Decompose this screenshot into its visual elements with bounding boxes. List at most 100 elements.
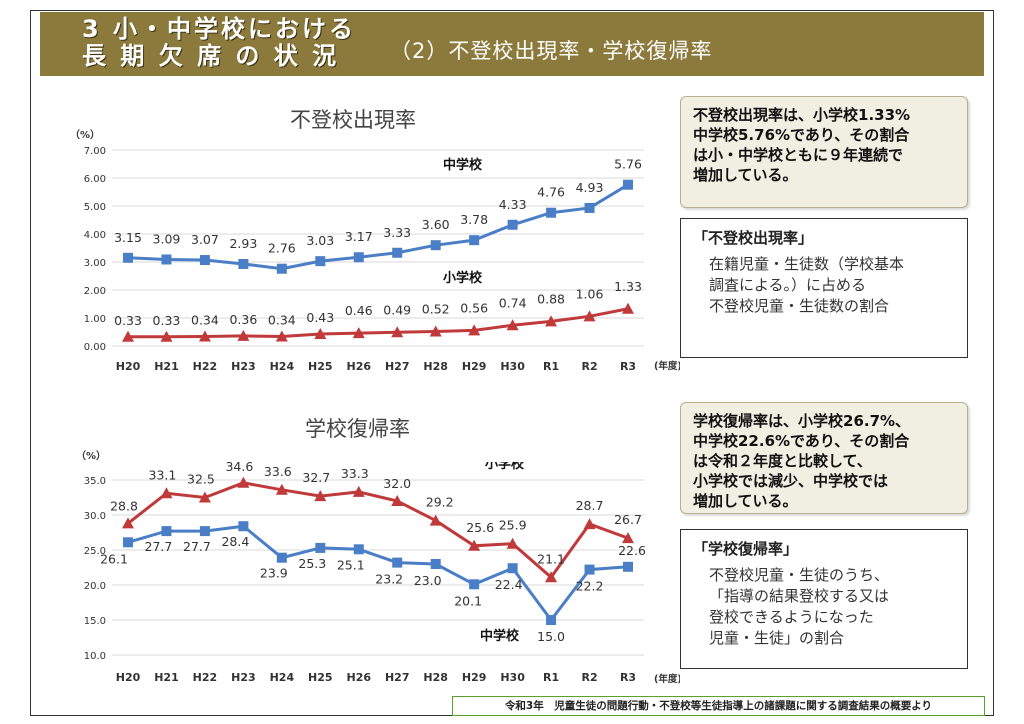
x-tick-label: H30 — [500, 671, 525, 684]
definition-title: 「不登校出現率」 — [693, 229, 814, 247]
data-label: 2.93 — [229, 236, 257, 251]
definition-body: 不登校児童・生徒のうち、 「指導の結果登校する又は 登校できるようになった 児童… — [709, 566, 890, 647]
data-label: 28.8 — [110, 498, 138, 513]
data-point — [352, 485, 365, 497]
data-point — [315, 256, 326, 267]
chart1-title: 不登校出現率 — [290, 108, 416, 132]
data-label: 32.7 — [302, 470, 330, 485]
data-label: 2.76 — [268, 241, 296, 256]
data-point — [353, 252, 364, 263]
data-label: 22.4 — [495, 577, 523, 592]
note-appearance-rate: 不登校出現率は、小学校1.33% 中学校5.76%であり、その割合 は小・中学校… — [680, 96, 968, 208]
chart1-unit: （%） — [70, 130, 101, 141]
data-point — [122, 517, 134, 529]
data-point — [391, 326, 404, 338]
data-label: 25.6 — [466, 520, 494, 535]
data-label: 0.33 — [153, 313, 181, 328]
data-point — [199, 255, 210, 266]
data-point — [506, 537, 519, 549]
chart1-plot: 0.00 1.00 2.00 3.00 4.00 5.00 6.00 7.00 H20 H21 H2… — [84, 146, 680, 373]
x-tick-label: R2 — [581, 671, 597, 684]
data-point — [468, 539, 481, 551]
data-point — [392, 557, 403, 568]
series-name-label: 中学校 — [480, 628, 520, 644]
data-point — [507, 219, 518, 230]
data-label: 20.1 — [454, 593, 482, 608]
data-point — [623, 179, 633, 190]
data-label: 23.2 — [375, 572, 403, 587]
data-label: 3.78 — [460, 212, 488, 227]
x-tick-label: H27 — [385, 671, 410, 684]
data-label: 3.07 — [191, 232, 219, 247]
x-tick-label: R3 — [620, 671, 636, 684]
data-point — [199, 526, 210, 537]
y-tick-label: 0.00 — [84, 342, 106, 353]
data-label: 33.3 — [341, 466, 369, 481]
data-point — [276, 552, 287, 563]
data-point — [583, 518, 596, 530]
x-tick-label: R1 — [543, 671, 559, 684]
y-tick-label: 5.00 — [84, 202, 106, 213]
series-line — [127, 183, 629, 271]
data-label: 1.33 — [614, 279, 642, 294]
x-tick-label: H22 — [193, 671, 218, 684]
data-point — [623, 561, 633, 572]
definition-body: 在籍児童・生徒数（学校基本 調査による。）に占める 不登校児童・生徒数の割合 — [709, 255, 905, 315]
data-label: 0.34 — [191, 312, 219, 327]
data-label: 22.6 — [618, 543, 646, 558]
data-point — [506, 319, 519, 331]
data-label: 4.33 — [499, 197, 527, 212]
data-point — [392, 247, 403, 258]
x-tick-label: R2 — [581, 360, 597, 373]
data-label: 21.1 — [537, 551, 565, 566]
data-point — [237, 476, 250, 488]
x-tick-label: H28 — [423, 360, 448, 373]
data-label: 4.76 — [537, 185, 565, 200]
y-tick-label: 2.00 — [84, 286, 106, 297]
data-label: 15.0 — [537, 629, 565, 644]
data-point — [468, 324, 481, 336]
x-tick-label: H21 — [154, 360, 179, 373]
data-point — [161, 254, 172, 265]
data-label: 33.1 — [149, 467, 177, 482]
data-point — [198, 491, 211, 503]
chart2-unit: （%） — [76, 451, 107, 462]
data-label: 23.9 — [260, 566, 288, 581]
x-tick-label: H28 — [423, 671, 448, 684]
data-point — [622, 302, 634, 314]
x-tick-label: H24 — [270, 671, 295, 684]
data-label: 1.06 — [576, 286, 604, 301]
data-point — [353, 544, 364, 555]
x-tick-label: H24 — [270, 360, 295, 373]
x-tick-label: H29 — [462, 671, 487, 684]
data-point — [430, 559, 441, 569]
x-tick-label: H21 — [154, 671, 179, 684]
y-tick-label: 3.00 — [84, 258, 106, 269]
note-return-rate: 学校復帰率は、小学校26.7%、 中学校22.6%であり、その割合 は令和２年度… — [680, 402, 968, 514]
y-tick-label: 1.00 — [84, 314, 106, 325]
x-tick-label: H20 — [116, 360, 141, 373]
data-label: 28.4 — [221, 534, 249, 549]
data-point — [314, 490, 327, 502]
data-point — [429, 325, 442, 337]
y-tick-label: 6.00 — [84, 174, 106, 185]
data-label: 0.36 — [229, 312, 257, 327]
data-label: 25.1 — [337, 557, 365, 572]
definition-appearance-rate: 「不登校出現率」 在籍児童・生徒数（学校基本 調査による。）に占める 不登校児童… — [680, 218, 968, 358]
data-point — [275, 483, 288, 495]
x-axis-unit: (年度) — [654, 673, 680, 685]
data-point — [429, 514, 442, 526]
y-tick-label: 7.00 — [84, 146, 106, 157]
data-label: 0.52 — [422, 301, 450, 316]
data-label: 0.49 — [383, 302, 411, 317]
data-point — [123, 537, 133, 548]
data-point — [198, 330, 211, 342]
data-point — [545, 315, 558, 327]
series-name-label: 小学校 — [443, 270, 483, 286]
data-label: 0.56 — [460, 300, 488, 315]
x-tick-label: H26 — [347, 671, 372, 684]
x-tick-label: R3 — [620, 360, 636, 373]
data-point — [161, 526, 172, 537]
x-tick-label: H25 — [308, 671, 333, 684]
data-point — [122, 330, 134, 342]
